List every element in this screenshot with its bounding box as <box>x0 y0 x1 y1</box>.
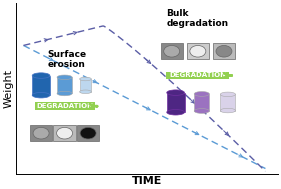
Bar <box>53 125 76 141</box>
Ellipse shape <box>33 127 49 139</box>
Ellipse shape <box>194 91 209 96</box>
Bar <box>161 43 183 59</box>
Text: Bulk
degradation: Bulk degradation <box>166 9 229 28</box>
Ellipse shape <box>57 91 72 96</box>
Ellipse shape <box>80 90 91 94</box>
Text: DEGRADATION: DEGRADATION <box>169 73 226 78</box>
Ellipse shape <box>220 92 235 97</box>
Bar <box>30 125 52 141</box>
Ellipse shape <box>194 109 209 113</box>
Bar <box>167 93 185 112</box>
Bar <box>213 43 235 59</box>
Ellipse shape <box>216 46 232 57</box>
Text: Surface
erosion: Surface erosion <box>47 50 87 69</box>
Ellipse shape <box>167 90 185 95</box>
Bar <box>80 79 91 92</box>
FancyBboxPatch shape <box>35 102 95 110</box>
Bar <box>220 94 235 111</box>
Ellipse shape <box>56 127 72 139</box>
Ellipse shape <box>80 127 96 139</box>
Ellipse shape <box>164 46 180 57</box>
Bar <box>57 77 72 94</box>
Bar <box>187 43 209 59</box>
Text: DEGRADATION: DEGRADATION <box>36 103 93 109</box>
Bar <box>77 125 99 141</box>
Ellipse shape <box>57 75 72 80</box>
FancyBboxPatch shape <box>166 72 229 79</box>
X-axis label: TIME: TIME <box>132 176 162 186</box>
Bar <box>194 94 209 111</box>
Y-axis label: Weight: Weight <box>3 69 13 108</box>
Ellipse shape <box>167 109 185 115</box>
Ellipse shape <box>80 77 91 81</box>
Bar <box>32 76 50 95</box>
Ellipse shape <box>32 73 50 78</box>
Ellipse shape <box>32 92 50 98</box>
Ellipse shape <box>190 46 206 57</box>
Ellipse shape <box>220 108 235 113</box>
